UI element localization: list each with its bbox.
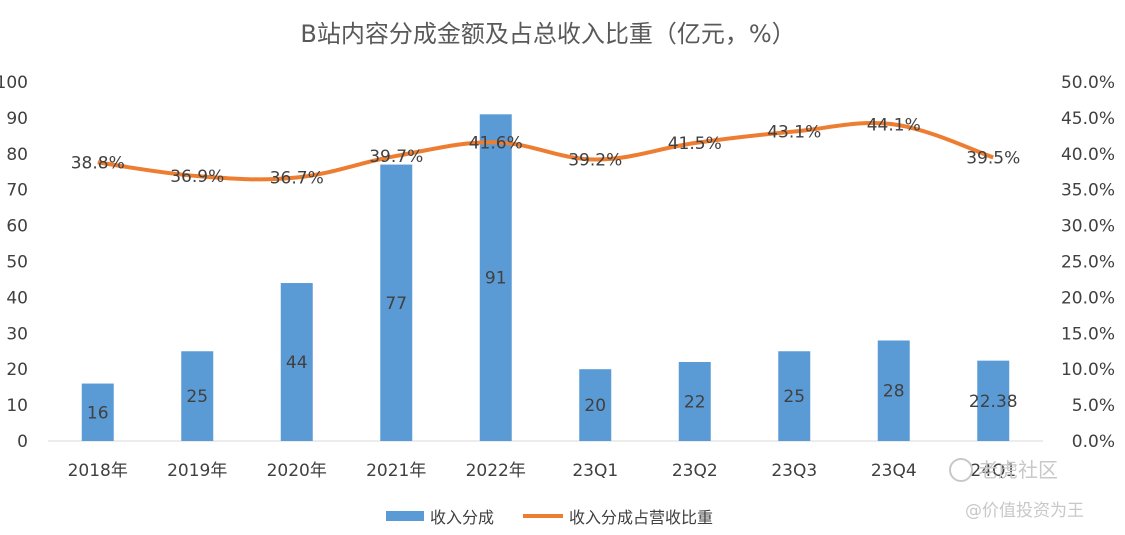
- bar-data-label: 22: [684, 393, 706, 413]
- line-series: [97, 121, 994, 182]
- y-left-tick-label: 30: [6, 324, 28, 344]
- line-data-label: 44.1%: [867, 115, 921, 135]
- bar-data-label: 16: [87, 403, 109, 423]
- line-data-label: 41.5%: [668, 134, 722, 154]
- y-right-tick-label: 5.0%: [1072, 396, 1115, 416]
- y-left-tick-label: 70: [6, 181, 28, 201]
- bar: [977, 360, 1010, 441]
- line-data-label: 36.7%: [270, 168, 324, 188]
- x-tick-label: 2020年: [267, 461, 327, 481]
- x-tick-label: 23Q2: [672, 461, 718, 481]
- watermark-line1: 老虎社区: [978, 458, 1058, 482]
- bar-data-label: 28: [883, 382, 905, 402]
- y-left-tick-label: 100: [0, 73, 28, 93]
- line-data-label: 41.6%: [469, 133, 523, 153]
- y-left-tick-label: 60: [6, 217, 28, 237]
- bar: [181, 351, 214, 441]
- bar: [579, 369, 612, 441]
- y-right-tick-label: 0.0%: [1072, 432, 1115, 452]
- bar: [280, 283, 313, 441]
- left-axis: 0 10 20 30 40 50 60 70 80 90 100: [0, 73, 28, 452]
- y-right-tick-label: 30.0%: [1061, 217, 1115, 237]
- y-left-tick-label: 50: [6, 253, 28, 273]
- y-left-tick-label: 10: [6, 396, 28, 416]
- bar: [877, 340, 910, 441]
- x-tick-label: 23Q3: [771, 461, 817, 481]
- bar-data-label: 25: [186, 387, 208, 407]
- y-right-tick-label: 35.0%: [1061, 181, 1115, 201]
- bar-data-label: 20: [584, 396, 606, 416]
- x-tick-label: 2018年: [68, 461, 128, 481]
- y-right-tick-label: 25.0%: [1061, 253, 1115, 273]
- bar: [778, 351, 811, 441]
- line-data-label: 39.7%: [369, 147, 423, 167]
- y-left-tick-label: 0: [17, 432, 28, 452]
- y-left-tick-label: 40: [6, 288, 28, 308]
- bar: [678, 362, 711, 441]
- legend-label-line: 收入分成占营收比重: [569, 508, 713, 527]
- x-tick-label: 2019年: [167, 461, 227, 481]
- y-right-tick-label: 40.0%: [1061, 145, 1115, 165]
- x-axis-ticks: 2018年 2019年 2020年 2021年 2022年 23Q1 23Q2 23Q3 23Q…: [68, 461, 1017, 481]
- line-data-label: 43.1%: [767, 123, 821, 143]
- bar-data-label: 91: [485, 269, 507, 289]
- right-axis: 0.0% 5.0% 10.0% 15.0% 20.0% 25.0% 30.0% 35.0% 40…: [1061, 73, 1115, 452]
- watermark: 老虎社区 @价值投资为王: [949, 458, 1084, 521]
- x-tick-label: 23Q4: [871, 461, 917, 481]
- bar-data-labels: 16 25 44 77 91 20 22 25 28 22.38: [87, 269, 1018, 424]
- y-right-tick-label: 50.0%: [1061, 73, 1115, 93]
- chart-title: B站内容分成金额及占总收入比重（亿元，%）: [300, 20, 795, 48]
- line-path: [97, 121, 994, 182]
- y-left-tick-label: 80: [6, 145, 28, 165]
- line-data-label: 36.9%: [170, 167, 224, 187]
- x-tick-label: 2021年: [366, 461, 426, 481]
- bar-data-label: 25: [783, 387, 805, 407]
- bar: [81, 383, 114, 441]
- bar: [479, 114, 512, 441]
- x-tick-label: 23Q1: [572, 461, 618, 481]
- legend: 收入分成 收入分成占营收比重: [386, 508, 713, 527]
- line-data-labels: 38.8% 36.9% 36.7% 39.7% 41.6% 39.2% 41.5% 43.1%…: [71, 115, 1021, 188]
- watermark-line2: @价值投资为王: [965, 501, 1084, 521]
- bar-data-label: 77: [385, 294, 407, 314]
- x-tick-label: 2022年: [466, 461, 526, 481]
- y-left-tick-label: 20: [6, 360, 28, 380]
- bar-data-label: 44: [286, 353, 308, 373]
- bar-data-label: 22.38: [969, 392, 1018, 412]
- y-right-tick-label: 15.0%: [1061, 324, 1115, 344]
- legend-label-bar: 收入分成: [430, 508, 494, 527]
- x-tick-label: 24Q1: [970, 461, 1016, 481]
- y-right-tick-label: 45.0%: [1061, 109, 1115, 129]
- y-left-tick-label: 90: [6, 109, 28, 129]
- bar: [380, 164, 413, 441]
- line-data-label: 38.8%: [71, 153, 125, 173]
- line-data-label: 39.5%: [966, 148, 1020, 168]
- line-data-label: 39.2%: [568, 151, 622, 171]
- y-right-tick-label: 20.0%: [1061, 288, 1115, 308]
- watermark-logo-icon: [949, 458, 973, 482]
- y-right-tick-label: 10.0%: [1061, 360, 1115, 380]
- bar-series: [81, 114, 1010, 441]
- legend-swatch-bar: [386, 511, 424, 521]
